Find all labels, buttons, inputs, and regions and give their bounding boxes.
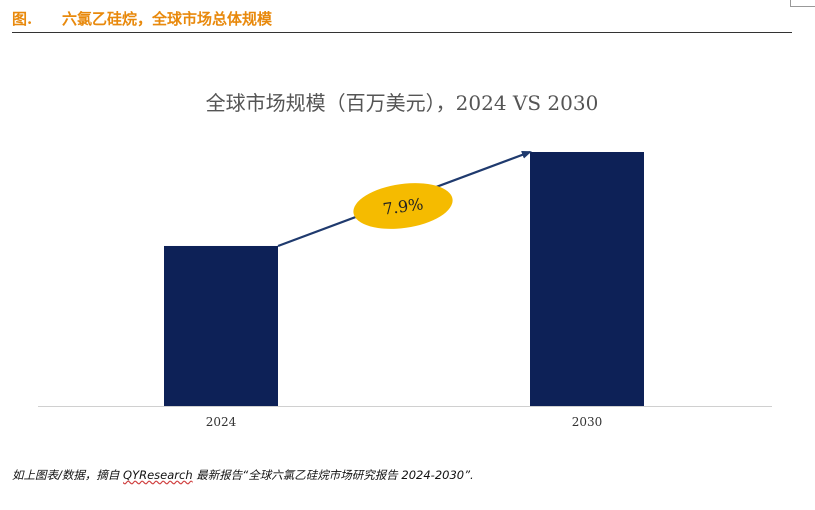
chart-title: 全球市场规模（百万美元），2024 VS 2030	[206, 91, 599, 115]
bar-2024	[164, 245, 278, 406]
figure-label: 图.	[12, 10, 33, 28]
bar-chart: 全球市场规模（百万美元），2024 VS 2030 2024 2030 7.9%	[38, 91, 772, 429]
source-note: 如上图表/数据，摘自 QYResearch 最新报告“全球六氯乙硅烷市场研究报告…	[12, 467, 474, 483]
source-note-prefix: 如上图表/数据，摘自	[12, 468, 124, 482]
x-tick-label-2024: 2024	[206, 415, 237, 429]
figure-header: 图. 六氯乙硅烷，全球市场总体规模	[12, 6, 792, 33]
figure-title: 六氯乙硅烷，全球市场总体规模	[62, 10, 273, 28]
source-brand: QYResearch	[123, 468, 193, 482]
growth-rate-badge	[353, 183, 453, 229]
source-note-suffix: 最新报告“全球六氯乙硅烷市场研究报告 2024-2030”.	[192, 468, 474, 482]
bar-2030	[530, 152, 644, 406]
x-tick-label-2030: 2030	[572, 415, 603, 429]
page-corner-mark	[790, 0, 815, 7]
